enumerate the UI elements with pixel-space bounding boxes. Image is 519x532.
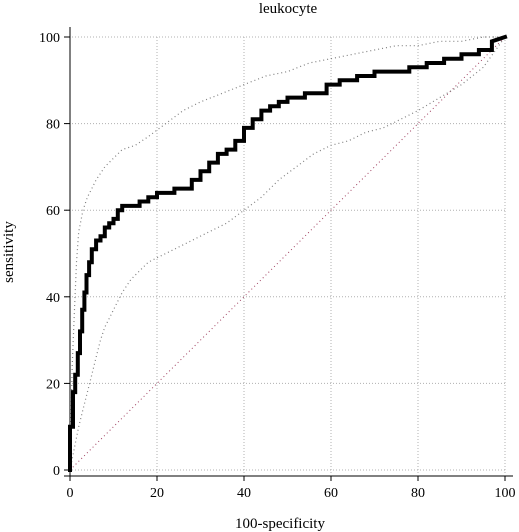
grid <box>66 36 506 474</box>
y-tick-label-0: 0 <box>53 464 60 479</box>
series-layer <box>68 34 508 472</box>
chart-title: leukocyte <box>259 1 318 17</box>
series-ci-upper-line <box>69 36 505 471</box>
x-axis-label: 100-specificity <box>235 516 325 532</box>
x-tick-label-3: 60 <box>324 486 338 501</box>
x-tick-label-1: 20 <box>150 486 164 501</box>
x-tick-label-5: 100 <box>495 486 516 501</box>
x-tick-label-2: 40 <box>237 486 251 501</box>
y-tick-label-4: 80 <box>46 118 60 133</box>
y-tick-label-5: 100 <box>39 31 60 46</box>
y-tick-label-1: 20 <box>46 377 60 392</box>
y-tick-label-3: 60 <box>46 204 60 219</box>
axis-ticks: 0 20 40 60 80 100 0 20 40 60 80 100 <box>39 27 516 501</box>
series-roc-line <box>68 34 508 472</box>
x-tick-label-4: 80 <box>411 486 425 501</box>
y-axis-label: sensitivity <box>1 221 17 283</box>
y-tick-label-2: 40 <box>46 291 60 306</box>
x-tick-label-0: 0 <box>67 486 74 501</box>
